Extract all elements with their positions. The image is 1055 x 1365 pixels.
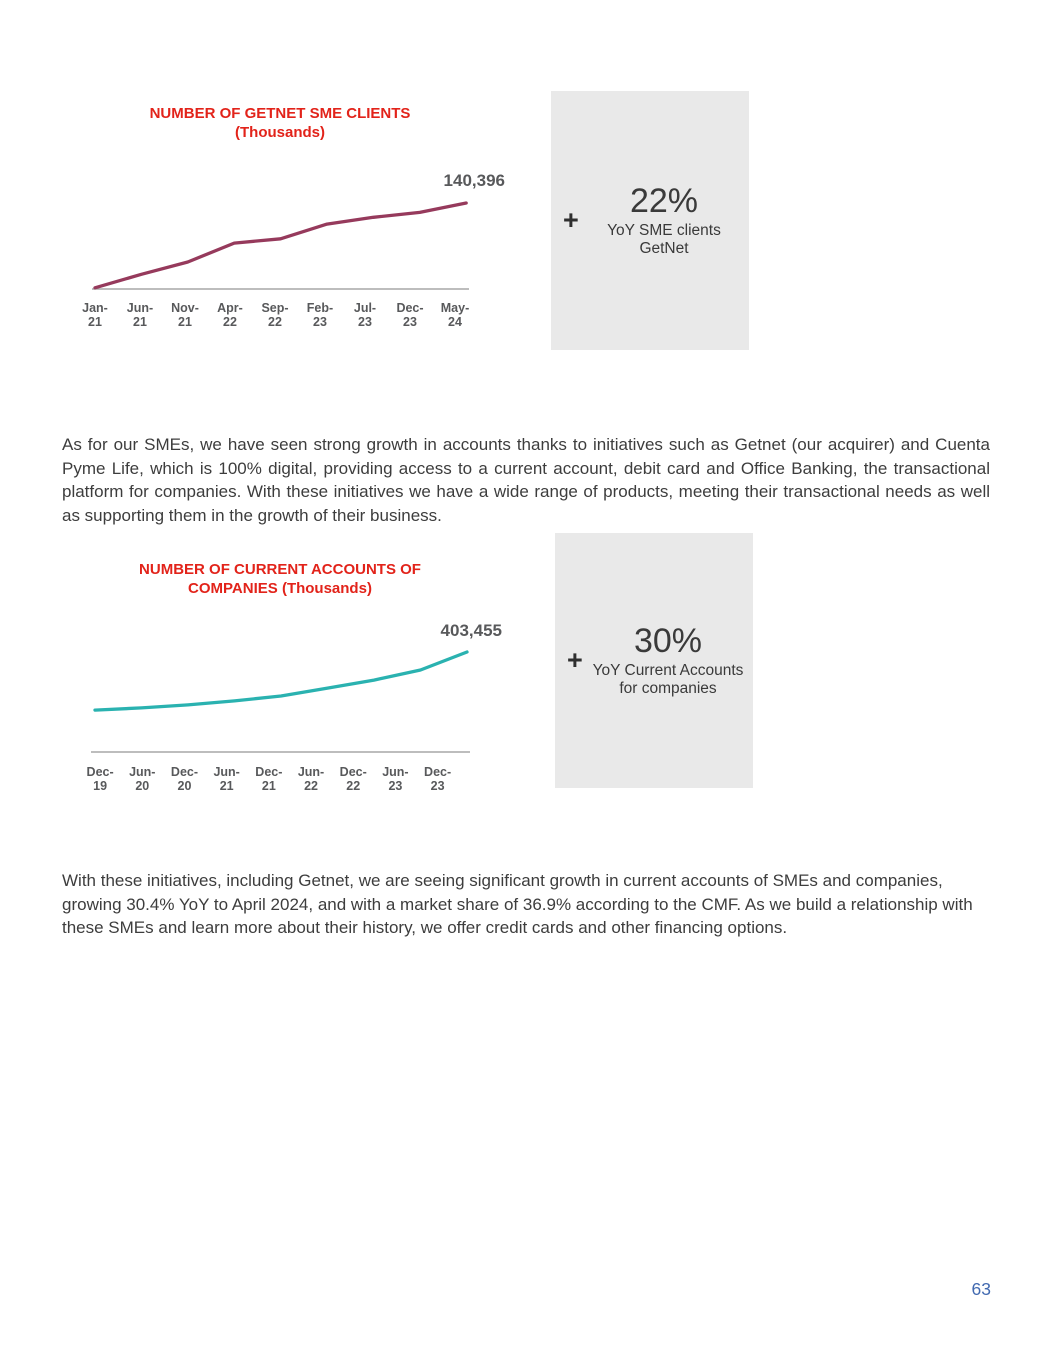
- x-tick-label: Dec- 22: [339, 765, 367, 793]
- page-number: 63: [971, 1279, 991, 1299]
- chart-end-value: 140,396: [443, 171, 505, 190]
- chart-end-value: 403,455: [440, 621, 502, 640]
- line-series: [93, 201, 468, 290]
- x-tick-label: Dec- 20: [170, 765, 199, 793]
- chart-title: NUMBER OF GETNET SME CLIENTS (Thousands): [60, 104, 500, 142]
- chart-title-line1: NUMBER OF CURRENT ACCOUNTS OF: [139, 561, 421, 578]
- x-tick-label: Dec- 19: [86, 765, 114, 793]
- x-tick-label: Jan- 21: [82, 301, 108, 329]
- plus-icon: +: [567, 645, 583, 675]
- chart-title-line2: (Thousands): [235, 124, 325, 141]
- x-tick-label: Jul- 23: [353, 301, 377, 329]
- chart-title: NUMBER OF CURRENT ACCOUNTS OF COMPANIES …: [60, 560, 500, 598]
- x-tick-label: Dec- 23: [396, 301, 424, 329]
- x-axis-ticks: Jan- 21 Jun- 21 Nov- 21 Apr- 22 Sep- 22 Feb- 2…: [73, 301, 478, 329]
- x-tick-label: May- 24: [440, 301, 470, 329]
- x-tick-label: Dec- 21: [255, 765, 283, 793]
- x-tick-label: Jun- 23: [382, 765, 409, 793]
- callout-value: 22%: [629, 181, 699, 220]
- x-tick-label: Nov- 21: [171, 301, 199, 329]
- x-tick-label: Dec- 23: [424, 765, 452, 793]
- x-tick-label: Jun- 22: [297, 765, 325, 793]
- callout-value: 30%: [633, 621, 703, 660]
- line-series: [93, 650, 469, 712]
- x-axis-ticks: Dec- 19 Jun- 20 Dec- 20 Jun- 21 Dec- 21 Jun- 2…: [79, 765, 459, 793]
- callout-sme-clients-growth: + 22% YoY SME clients GetNet: [551, 91, 749, 350]
- current-accounts-line-chart: [91, 650, 470, 753]
- callout-label: YoY SME clients GetNet: [607, 222, 721, 257]
- body-paragraph-smes: As for our SMEs, we have seen strong gro…: [62, 435, 990, 526]
- x-tick-label: Jun- 21: [213, 765, 240, 793]
- sme-clients-line-chart: [92, 201, 469, 290]
- callout-current-accounts-growth: + 30% YoY Current Accounts for companies: [555, 533, 753, 788]
- x-tick-label: Jun- 21: [126, 301, 154, 329]
- x-tick-label: Apr- 22: [217, 301, 243, 329]
- callout-label: YoY Current Accounts for companies: [592, 662, 744, 697]
- x-tick-label: Sep- 22: [261, 301, 289, 329]
- x-tick-label: Jun- 20: [129, 765, 156, 793]
- plus-icon: +: [563, 205, 579, 235]
- chart-title-line2: COMPANIES (Thousands): [188, 580, 372, 597]
- x-tick-label: Feb- 23: [306, 301, 334, 329]
- body-paragraph-initiatives: With these initiatives, including Getnet…: [62, 871, 973, 938]
- chart-title-line1: NUMBER OF GETNET SME CLIENTS: [149, 105, 411, 122]
